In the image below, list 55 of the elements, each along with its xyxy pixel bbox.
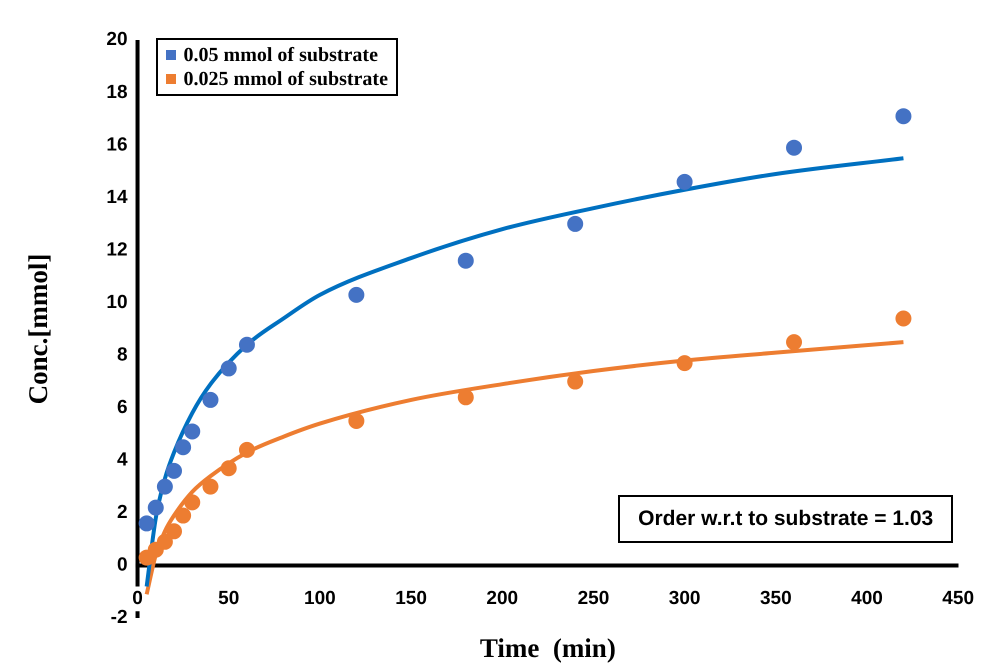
- y-tick-label: 0: [116, 554, 128, 576]
- point: [202, 392, 218, 408]
- annotation: Order w.r.t to substrate = 1.03: [618, 495, 954, 544]
- y-tick-label: 12: [106, 239, 128, 260]
- point: [184, 494, 200, 510]
- point: [676, 174, 693, 190]
- point: [567, 374, 584, 390]
- point: [458, 252, 474, 269]
- point: [458, 389, 474, 406]
- x-tick-label: 300: [668, 588, 700, 610]
- point: [238, 442, 255, 458]
- point: [786, 140, 802, 156]
- y-tick-label: 16: [106, 134, 128, 156]
- x-tick-label: 450: [942, 588, 974, 610]
- y-axis-title: Conc.[mmol]: [23, 254, 54, 404]
- point: [175, 508, 192, 524]
- point: [238, 336, 255, 353]
- point: [895, 108, 912, 124]
- y-tick-label: 18: [106, 82, 128, 103]
- point: [348, 286, 364, 303]
- point: [166, 523, 182, 540]
- legend-label: 0.025 mmol of substrate: [184, 67, 388, 91]
- point: [786, 334, 802, 350]
- y-tick-label: 4: [116, 450, 128, 471]
- y-tick-label: 14: [106, 186, 128, 208]
- point: [166, 462, 182, 479]
- y-tick-label: 6: [116, 397, 128, 418]
- point: [156, 478, 173, 495]
- point: [156, 534, 173, 550]
- point: [202, 478, 218, 495]
- legend-label: 0.05 mmol of substrate: [184, 43, 378, 67]
- point: [348, 412, 364, 429]
- x-tick-label: 200: [486, 588, 518, 610]
- y-tick-label: 20: [106, 29, 128, 50]
- point: [184, 423, 200, 440]
- point: [175, 439, 192, 456]
- y-tick-label: -2: [110, 607, 128, 628]
- x-tick-label: 0: [132, 588, 143, 610]
- point: [148, 500, 164, 516]
- x-tick-label: 150: [395, 588, 427, 610]
- x-tick-label: 250: [578, 588, 610, 610]
- point: [676, 355, 693, 372]
- point: [895, 310, 912, 326]
- x-tick-label: 100: [304, 588, 336, 610]
- point: [220, 360, 237, 376]
- x-tick-label: 50: [218, 588, 240, 610]
- y-tick-label: 8: [116, 344, 128, 366]
- x-axis-title: Time (min): [480, 633, 616, 664]
- y-tick-label: 10: [106, 292, 128, 313]
- x-tick-label: 400: [851, 588, 883, 610]
- point: [138, 515, 155, 532]
- y-tick-label: 2: [116, 502, 128, 524]
- point: [220, 460, 237, 476]
- point: [567, 216, 584, 232]
- x-tick-label: 350: [760, 588, 792, 610]
